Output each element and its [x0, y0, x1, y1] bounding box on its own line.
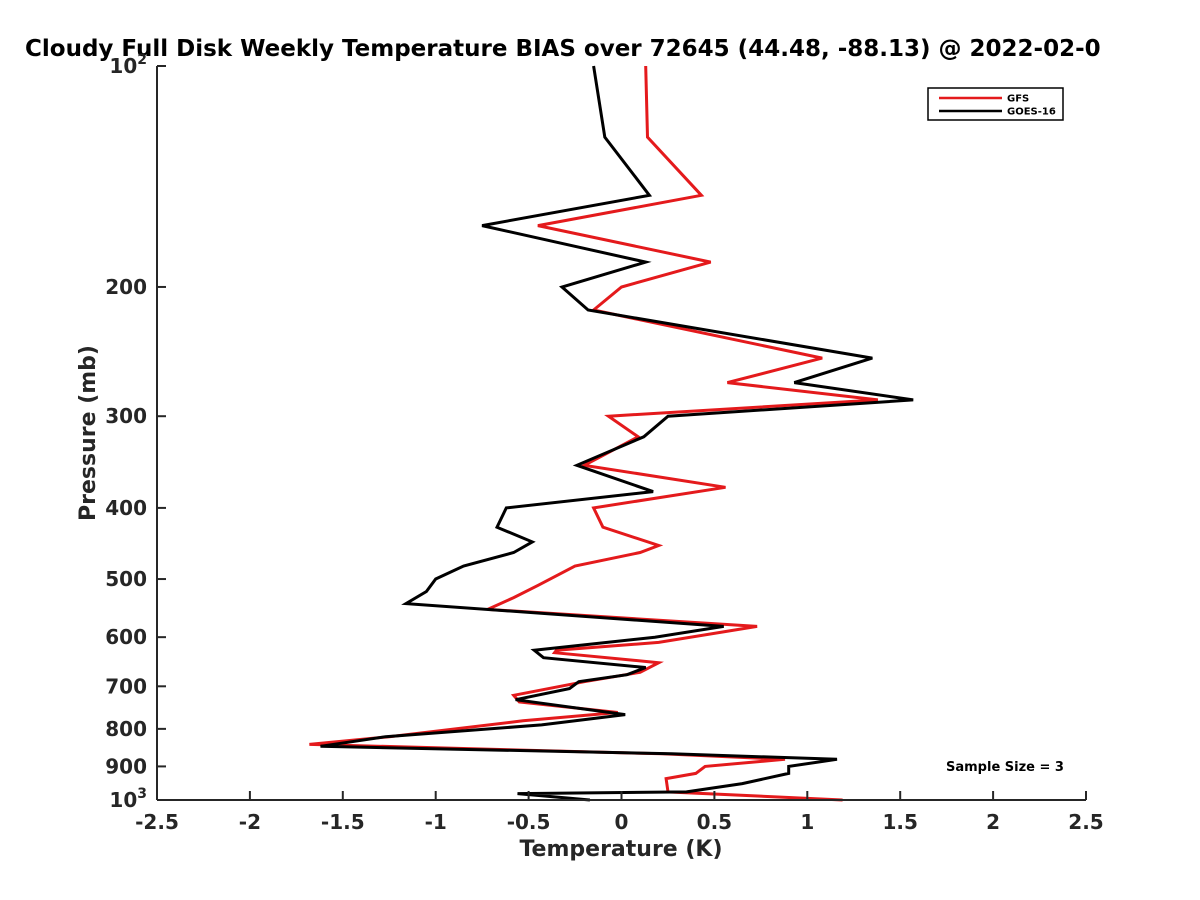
x-tick-label: 2 — [986, 810, 1000, 834]
legend-label-goes-16: GOES-16 — [1007, 107, 1056, 118]
y-tick-label: 103 — [109, 786, 147, 812]
x-tick-label: -2 — [239, 810, 261, 834]
chart-title: Cloudy Full Disk Weekly Temperature BIAS… — [25, 36, 1101, 62]
series-layer — [309, 65, 914, 802]
y-tick-label: 600 — [105, 625, 147, 649]
x-tick-label: -0.5 — [507, 810, 551, 834]
y-tick-label: 200 — [105, 275, 147, 299]
x-tick-label: 2.5 — [1068, 810, 1103, 834]
y-axis-label: Pressure (mb) — [76, 345, 101, 521]
y-tick-label: 500 — [105, 567, 147, 591]
x-tick-label: 0.5 — [697, 810, 732, 834]
x-axis-label: Temperature (K) — [519, 837, 722, 862]
x-tick-label: 1 — [800, 810, 814, 834]
x-tick-label: 0 — [615, 810, 629, 834]
x-tick-group: -2.5 -2 -1.5 -1 -0.5 0 0.5 1 1.5 2 2.5 — [135, 791, 1104, 834]
y-tick-group: 102 200 300 400 500 600 700 800 900 103 — [105, 52, 166, 812]
series-line-goes-16 — [320, 65, 914, 802]
series-line-gfs — [309, 65, 879, 802]
y-tick-label: 900 — [105, 754, 147, 778]
sample-size-annotation: Sample Size = 3 — [946, 760, 1064, 775]
legend-box — [927, 87, 1064, 121]
x-tick-label: 1.5 — [882, 810, 917, 834]
x-tick-label: -1 — [425, 810, 447, 834]
y-tick-label: 300 — [105, 404, 147, 428]
legend: GFS GOES-16 — [927, 87, 1064, 121]
y-tick-label: 700 — [105, 674, 147, 698]
x-tick-label: -2.5 — [135, 810, 179, 834]
y-tick-label: 800 — [105, 717, 147, 741]
legend-label-gfs: GFS — [1007, 94, 1029, 105]
y-tick-label: 102 — [109, 52, 147, 78]
x-tick-label: -1.5 — [321, 810, 365, 834]
y-tick-label: 400 — [105, 496, 147, 520]
